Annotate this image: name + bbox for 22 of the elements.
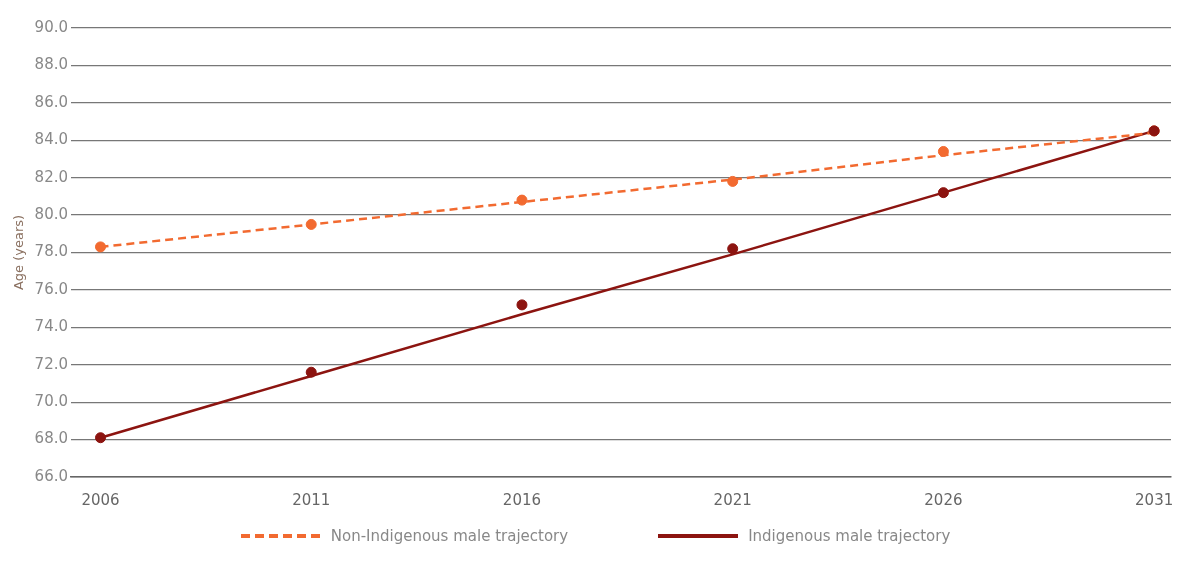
x-tick-label: 2026 [924,490,963,509]
y-tick-label: 72.0 [34,354,68,373]
y-tick-label: 70.0 [34,392,68,411]
x-tick-label: 2021 [713,490,752,509]
y-tick-label: 78.0 [34,242,68,261]
y-tick-label: 66.0 [34,466,68,485]
y-tick-label: 88.0 [34,55,68,74]
x-tick-label: 2031 [1135,490,1174,509]
y-tick-label: 84.0 [34,130,68,149]
y-tick-label: 74.0 [34,317,68,336]
y-tick-label: 80.0 [34,204,68,223]
x-tick-label: 2006 [81,490,120,509]
y-tick-label: 86.0 [34,92,68,111]
x-tick-label: 2011 [292,490,331,509]
y-tick-label: 90.0 [34,17,68,36]
legend-label: Indigenous male trajectory [748,527,951,545]
legend-label: Non-Indigenous male trajectory [330,527,569,545]
x-tick-label: 2016 [502,490,542,509]
y-tick-label: 82.0 [34,167,68,186]
y-axis-title: Age (years) [11,214,27,291]
y-tick-label: 68.0 [34,429,68,448]
y-tick-label: 76.0 [34,279,68,298]
